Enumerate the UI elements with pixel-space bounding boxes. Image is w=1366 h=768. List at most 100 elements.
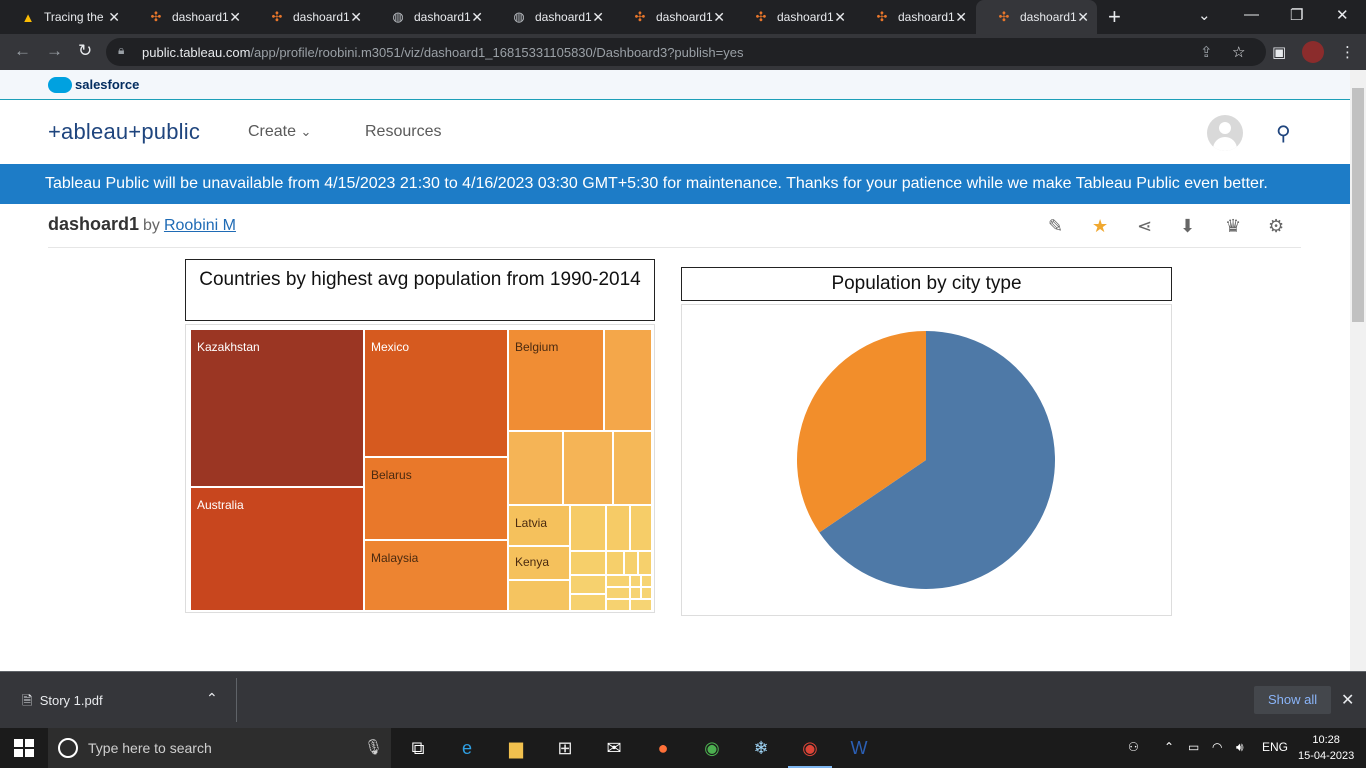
chevron-up-icon[interactable]: ⌃: [1164, 740, 1175, 754]
tableau-public-logo[interactable]: +ableau+public: [48, 119, 201, 144]
browser-tab[interactable]: ✣ dashoard1 ✕: [612, 0, 733, 34]
treemap-cell[interactable]: [630, 599, 652, 611]
treemap-cell[interactable]: [624, 551, 638, 575]
salesforce-label[interactable]: salesforce: [75, 77, 140, 92]
browser-tab[interactable]: ✣ dashoard1 ✕: [249, 0, 370, 34]
mail-icon[interactable]: ✉: [606, 737, 622, 758]
browser-tab[interactable]: ✣ dashoard1 ✕: [733, 0, 854, 34]
treemap-cell[interactable]: [508, 580, 570, 611]
salesforce-logo-icon[interactable]: [48, 77, 72, 93]
treemap-cell[interactable]: [641, 587, 652, 599]
treemap-cell[interactable]: [641, 575, 652, 587]
treemap-cell[interactable]: [630, 575, 641, 587]
treemap-cell-mexico[interactable]: Mexico: [364, 329, 508, 457]
treemap-cell[interactable]: [606, 505, 630, 551]
address-bar[interactable]: 🔒︎ public.tableau.com/app/profile/roobin…: [106, 38, 1266, 66]
clock[interactable]: 10:28 15-04-2023: [1298, 732, 1354, 764]
treemap-cell[interactable]: [606, 587, 630, 599]
author-link[interactable]: Roobini M: [163, 217, 236, 234]
reload-icon[interactable]: ↻: [78, 41, 93, 60]
back-icon[interactable]: ←: [14, 41, 31, 60]
treemap-cell[interactable]: [613, 431, 652, 505]
treemap-cell[interactable]: [630, 587, 641, 599]
avatar[interactable]: [1207, 115, 1243, 151]
download-icon[interactable]: ⬇: [1180, 216, 1196, 236]
forward-icon[interactable]: →: [46, 41, 63, 60]
firefox-icon[interactable]: ●: [657, 737, 669, 758]
close-icon[interactable]: ✕: [1341, 692, 1355, 709]
show-all-button[interactable]: Show all: [1254, 686, 1332, 714]
scrollbar-thumb[interactable]: [1352, 88, 1364, 322]
treemap-cell[interactable]: [630, 505, 652, 551]
close-icon[interactable]: ✕: [1077, 9, 1089, 25]
treemap-cell-kenya[interactable]: Kenya: [508, 546, 570, 580]
nav-create[interactable]: Create ⌄: [248, 123, 312, 140]
browser-tab[interactable]: ◍ dashoard1 ✕: [491, 0, 612, 34]
treemap-cell[interactable]: [606, 575, 630, 587]
wifi-icon[interactable]: ◠: [1212, 740, 1223, 754]
windows-start-icon[interactable]: [14, 739, 34, 757]
share-icon[interactable]: ⋖: [1137, 216, 1153, 236]
browser-tab[interactable]: ✣ dashoard1 ✕: [854, 0, 975, 34]
treemap-cell-malaysia[interactable]: Malaysia: [364, 540, 508, 611]
treemap-cell[interactable]: [638, 551, 652, 575]
settings-gear-icon[interactable]: ⚙: [1268, 216, 1285, 236]
treemap-cell-kazakhstan[interactable]: Kazakhstan: [190, 329, 364, 487]
language-indicator[interactable]: ENG: [1262, 740, 1289, 754]
treemap-cell[interactable]: [570, 505, 606, 551]
nav-resources[interactable]: Resources: [365, 123, 442, 140]
badge-icon[interactable]: ♛: [1225, 216, 1242, 236]
edit-icon[interactable]: ✎: [1048, 216, 1064, 236]
store-icon[interactable]: ⊞: [557, 737, 573, 758]
share-icon[interactable]: ⇪: [1200, 44, 1213, 61]
snowflake-app-icon[interactable]: ❄: [753, 737, 769, 758]
close-icon[interactable]: ✕: [713, 9, 725, 25]
browser-tab[interactable]: ▲ Tracing the ✕: [0, 0, 128, 34]
close-icon[interactable]: ✕: [955, 9, 967, 25]
treemap-cell-latvia[interactable]: Latvia: [508, 505, 570, 546]
chrome-icon[interactable]: ◉: [704, 737, 720, 758]
volume-icon[interactable]: 🔊︎: [1236, 740, 1244, 754]
pie-slice-1[interactable]: [797, 331, 926, 533]
treemap-cell[interactable]: [563, 431, 613, 505]
file-explorer-icon[interactable]: ▆: [509, 737, 523, 758]
chrome-profile-icon[interactable]: ◉: [788, 734, 832, 768]
treemap-cell[interactable]: [508, 431, 563, 505]
close-icon[interactable]: ✕: [471, 9, 483, 25]
browser-tab[interactable]: ✣ dashoard1 ✕: [128, 0, 249, 34]
profile-avatar[interactable]: [1302, 41, 1324, 63]
close-icon[interactable]: ✕: [592, 9, 604, 25]
bookmark-star-icon[interactable]: ☆: [1232, 44, 1246, 61]
treemap-cell[interactable]: [606, 551, 624, 575]
tab-search-chevron-icon[interactable]: ⌄: [1198, 7, 1211, 24]
microphone-icon[interactable]: 🎙︎: [364, 739, 384, 756]
treemap-cell[interactable]: [570, 551, 606, 575]
close-icon[interactable]: ✕: [834, 9, 846, 25]
menu-icon[interactable]: ⋮: [1340, 44, 1355, 61]
browser-tab[interactable]: ◍ dashoard1 ✕: [370, 0, 491, 34]
side-panel-icon[interactable]: ▣: [1272, 44, 1287, 61]
lock-icon[interactable]: 🔒︎: [118, 43, 125, 57]
people-icon[interactable]: ⚇: [1128, 740, 1139, 754]
favorite-star-icon[interactable]: ★: [1092, 216, 1109, 236]
page-scrollbar[interactable]: [1350, 70, 1366, 671]
restore-icon[interactable]: ❐: [1290, 7, 1304, 24]
close-icon[interactable]: ✕: [350, 9, 362, 25]
pie-slice-0[interactable]: [819, 331, 1055, 589]
taskbar-search-input[interactable]: Type here to search 🎙︎: [48, 728, 391, 768]
treemap-cell[interactable]: [570, 575, 606, 594]
treemap-cell-belgium[interactable]: Belgium: [508, 329, 604, 431]
search-icon[interactable]: ⚲: [1276, 123, 1291, 145]
battery-icon[interactable]: ▭: [1188, 740, 1200, 754]
minimize-icon[interactable]: —: [1244, 6, 1259, 23]
window-close-icon[interactable]: ✕: [1336, 7, 1349, 24]
treemap-cell-belarus[interactable]: Belarus: [364, 457, 508, 540]
browser-tab-active[interactable]: ✣ dashoard1 ✕: [976, 0, 1097, 34]
treemap-cell[interactable]: [606, 599, 630, 611]
url-text[interactable]: public.tableau.com/app/profile/roobini.m…: [142, 45, 744, 60]
close-icon[interactable]: ✕: [229, 9, 241, 25]
close-icon[interactable]: ✕: [108, 9, 120, 25]
download-item[interactable]: 🗎︎ Story 1.pdf: [22, 692, 103, 714]
treemap-cell[interactable]: [570, 594, 606, 611]
task-view-icon[interactable]: ⧉: [411, 737, 425, 758]
